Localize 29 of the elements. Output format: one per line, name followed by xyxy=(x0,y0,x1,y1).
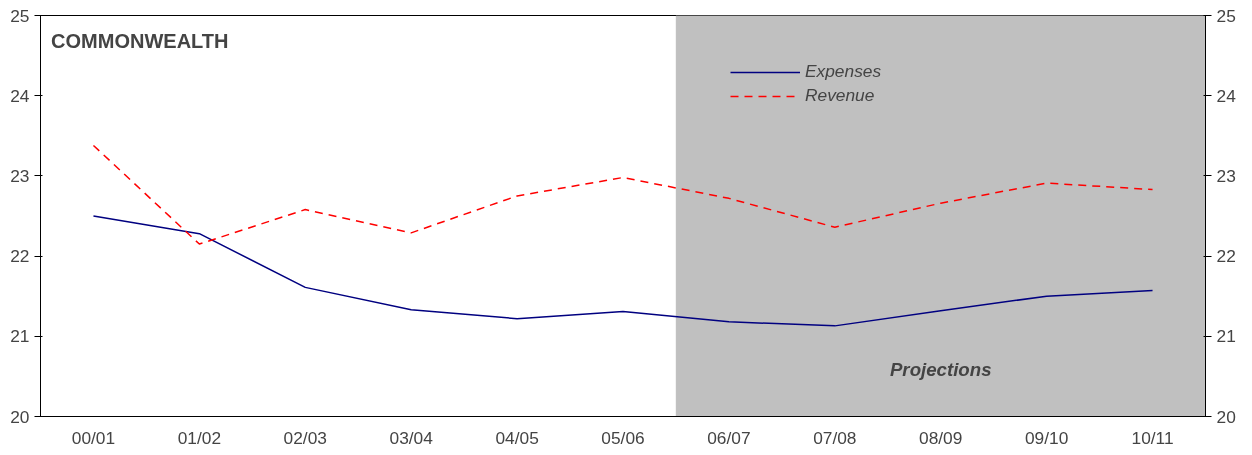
x-tick-label: 00/01 xyxy=(71,427,116,448)
y-tick-label: 22 xyxy=(10,246,30,267)
y-tick-label: 20 xyxy=(10,406,30,427)
y2-tick-label: 20 xyxy=(1216,406,1236,427)
x-tick-label: 10/11 xyxy=(1131,427,1174,448)
y2-tick-label: 23 xyxy=(1216,165,1236,186)
x-tick-label: 07/08 xyxy=(813,427,857,448)
y-tick-label: 23 xyxy=(10,165,30,186)
text: COMMONWEALTH xyxy=(51,29,229,52)
line-series xyxy=(92,144,1154,245)
x-tick-label: 06/07 xyxy=(707,427,751,448)
y-tick-label: 25 xyxy=(10,5,30,26)
y2-tick-label: 25 xyxy=(1216,5,1236,26)
x-tick-label: 01/02 xyxy=(177,427,222,448)
x-tick-label: 04/05 xyxy=(495,427,539,448)
y2-tick-label: 22 xyxy=(1216,246,1236,267)
band-label: Projections xyxy=(889,359,992,381)
x-tick-label: 09/10 xyxy=(1024,427,1069,448)
x-tick-label: 03/04 xyxy=(389,427,434,448)
y-tick-label: 24 xyxy=(10,85,30,106)
legend-label: Expenses xyxy=(805,61,882,82)
y2-tick-label: 21 xyxy=(1216,326,1236,347)
x-tick-label: 08/09 xyxy=(919,427,963,448)
y-tick-label: 21 xyxy=(10,326,30,347)
y2-tick-label: 24 xyxy=(1216,85,1237,106)
x-tick-label: 02/03 xyxy=(283,427,327,448)
legend-label: Revenue xyxy=(805,85,875,106)
x-tick-label: 05/06 xyxy=(601,427,645,448)
line-series xyxy=(92,215,1154,327)
